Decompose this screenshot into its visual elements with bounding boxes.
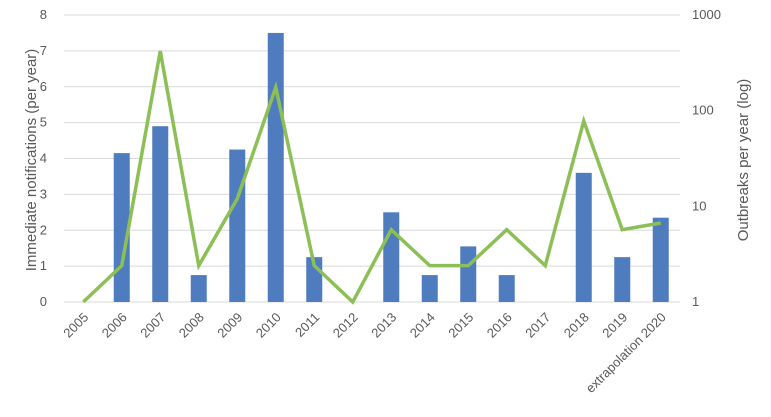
x-tick-label: 2019 (599, 310, 630, 341)
x-tick-label: 2017 (522, 310, 553, 341)
left-tick-label: 1 (40, 258, 47, 273)
x-tick-label: 2012 (330, 310, 361, 341)
left-tick-label: 5 (40, 115, 47, 130)
right-tick-label: 100 (692, 103, 714, 118)
bar-2016 (498, 275, 515, 302)
bar-2007 (152, 126, 169, 303)
bar-2010 (267, 32, 284, 302)
right-axis-ticks: 1 10 100 1000 (692, 7, 721, 309)
left-tick-label: 4 (40, 151, 47, 166)
left-axis-title: Immediate notifications (per year) (23, 49, 40, 272)
left-axis-ticks: 0 1 2 3 4 5 6 7 8 (40, 7, 47, 309)
bar-2009 (229, 149, 246, 302)
x-tick-label: 2008 (176, 310, 207, 341)
right-tick-label: 1 (692, 294, 699, 309)
bar-extrapolation-2020 (652, 217, 669, 302)
x-tick-label: 2006 (99, 310, 130, 341)
x-tick-label: 2018 (561, 310, 592, 341)
bar-2008 (190, 275, 207, 302)
line-series (82, 50, 662, 305)
x-tick-label: 2013 (368, 310, 399, 341)
x-tick-label: 2014 (407, 310, 438, 341)
left-tick-label: 0 (40, 294, 47, 309)
right-axis-title: Outbreaks per year (log) (735, 79, 752, 242)
bar-2015 (460, 246, 477, 302)
outbreaks-line (82, 50, 662, 305)
bar-2014 (421, 275, 438, 302)
left-tick-label: 8 (40, 7, 47, 22)
x-tick-label: 2015 (445, 310, 476, 341)
bar-2006 (113, 153, 130, 302)
x-tick-label: 2016 (484, 310, 515, 341)
left-tick-label: 3 (40, 186, 47, 201)
left-tick-label: 6 (40, 79, 47, 94)
x-tick-label: 2010 (253, 310, 284, 341)
right-tick-label: 1000 (692, 7, 721, 22)
bar-2019 (614, 257, 631, 302)
left-tick-label: 7 (40, 43, 47, 58)
left-tick-label: 2 (40, 222, 47, 237)
x-tick-label: 2011 (292, 310, 322, 340)
right-tick-label: 10 (692, 198, 706, 213)
bar-2018 (575, 172, 592, 302)
bar-2013 (383, 212, 400, 302)
x-axis-ticks: 2005 2006 2007 2008 2009 2010 2011 2012 2013 2014… (60, 310, 669, 396)
x-tick-label: 2009 (214, 310, 245, 341)
x-tick-label: 2007 (137, 310, 168, 341)
x-tick-label: 2005 (60, 310, 91, 341)
